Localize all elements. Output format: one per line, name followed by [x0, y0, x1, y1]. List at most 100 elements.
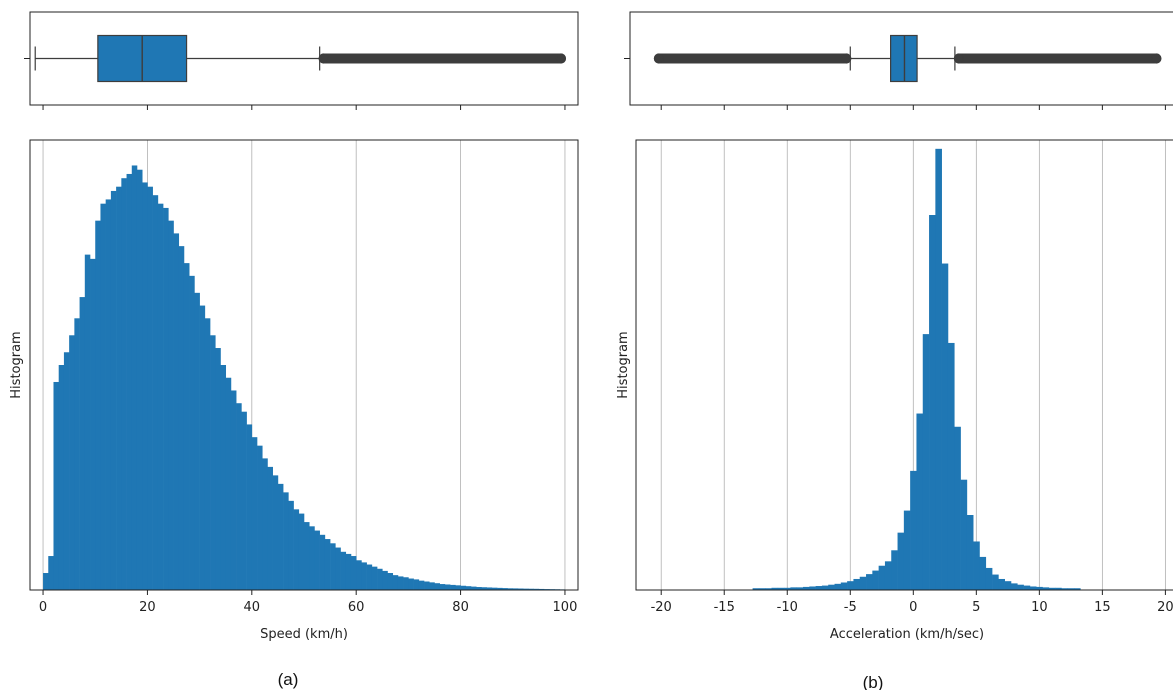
histogram-bar	[95, 220, 101, 590]
histogram-bar	[277, 483, 284, 590]
histogram-bar	[189, 275, 195, 590]
histogram-bar	[183, 263, 190, 590]
histogram-bar	[450, 584, 456, 590]
histogram-bar	[790, 587, 798, 590]
histogram-frame	[29, 139, 579, 591]
histogram-bar	[517, 588, 524, 590]
histogram-bar	[48, 556, 54, 590]
histogram-bar	[765, 588, 772, 590]
histogram-bar	[777, 587, 785, 590]
histogram-bar	[79, 297, 86, 590]
histogram-bar	[828, 584, 835, 590]
histogram-bar	[105, 199, 112, 590]
histogram-bar	[215, 348, 221, 590]
x-tick-label: 60	[348, 600, 365, 615]
histogram-bar	[992, 574, 999, 590]
histogram-bar	[199, 305, 206, 590]
histogram-bar	[283, 492, 289, 590]
figure-caption: (a)	[278, 670, 299, 689]
histogram-bar	[157, 203, 164, 590]
histogram-bar	[1010, 583, 1018, 590]
histogram-bar	[922, 334, 930, 590]
histogram-bar	[935, 148, 942, 590]
histogram-bar	[796, 587, 804, 590]
histogram-bar	[853, 578, 861, 590]
outlier-point	[318, 53, 329, 64]
histogram-bar	[257, 445, 263, 590]
histogram-bar	[1042, 587, 1050, 590]
histogram-bar	[1067, 588, 1075, 590]
histogram-bar	[884, 561, 892, 590]
outlier-point	[653, 53, 665, 64]
histogram-bar	[960, 479, 968, 590]
histogram-bar	[356, 560, 362, 590]
histogram-bar	[528, 588, 534, 590]
x-tick-label: 10	[1031, 600, 1048, 615]
histogram-bar	[916, 413, 924, 590]
histogram-bar	[891, 550, 898, 590]
histogram-bar	[121, 178, 127, 590]
histogram-bar	[241, 411, 247, 590]
x-tick-label: -15	[714, 600, 735, 615]
histogram-bar	[210, 335, 216, 590]
histogram-bar	[859, 576, 867, 590]
x-tick-label: 100	[553, 600, 578, 615]
histogram-bar	[43, 573, 49, 590]
x-tick-label: 20	[139, 600, 156, 615]
histogram-bar	[387, 573, 394, 590]
histogram-bar	[204, 318, 211, 590]
histogram-bar	[1036, 586, 1043, 590]
histogram-bar	[131, 165, 138, 591]
histogram-bar	[110, 190, 117, 590]
histogram-bar	[267, 466, 273, 590]
histogram-bar	[152, 195, 159, 591]
histogram-bar	[866, 574, 873, 590]
histogram-bar	[1048, 587, 1056, 590]
histogram-bar	[345, 553, 352, 590]
histogram-bar	[63, 352, 70, 590]
x-tick-label: 0	[909, 600, 917, 615]
histogram-bar	[929, 215, 936, 590]
histogram-bar	[178, 246, 185, 590]
x-axis-label: Speed (km/h)	[260, 627, 348, 642]
histogram-bar	[512, 588, 519, 590]
histogram-bar	[136, 169, 143, 590]
histogram-bar	[424, 581, 430, 590]
histogram-bar	[142, 182, 148, 591]
x-tick-label: 0	[39, 600, 47, 615]
histogram-bar	[340, 551, 347, 590]
histogram-bar	[834, 583, 842, 590]
x-axis-label: Acceleration (km/h/sec)	[830, 627, 984, 642]
histogram-bar	[225, 377, 232, 590]
x-tick-label: 40	[244, 600, 261, 615]
histogram-bar	[58, 365, 65, 590]
histogram-bar	[324, 539, 331, 590]
histogram-bar	[502, 588, 508, 590]
histogram-bar	[1029, 586, 1037, 590]
histogram-bar	[878, 565, 886, 590]
x-tick-label: -5	[844, 600, 857, 615]
histogram-bar	[985, 567, 993, 590]
histogram-bar	[998, 578, 1005, 590]
histogram-bar	[408, 578, 414, 590]
x-tick-label: 80	[452, 600, 469, 615]
histogram-bar	[429, 582, 435, 590]
histogram-bar	[758, 588, 766, 590]
outlier-point	[555, 53, 567, 64]
histogram-bar	[220, 365, 227, 590]
histogram-bar	[538, 588, 545, 590]
histogram-bar	[821, 585, 829, 590]
histogram-bar	[288, 500, 294, 590]
histogram-bar	[1074, 588, 1081, 590]
histogram-bar	[1004, 581, 1012, 590]
histogram-bar	[314, 530, 320, 590]
histogram-bar	[309, 526, 315, 590]
histogram-bar	[53, 381, 60, 590]
histogram-bar	[100, 203, 106, 590]
histogram-bar	[262, 458, 268, 590]
histogram-bar	[491, 587, 498, 590]
histogram-bar	[272, 475, 279, 590]
histogram-bar	[366, 564, 373, 590]
histogram-bar	[465, 586, 472, 590]
